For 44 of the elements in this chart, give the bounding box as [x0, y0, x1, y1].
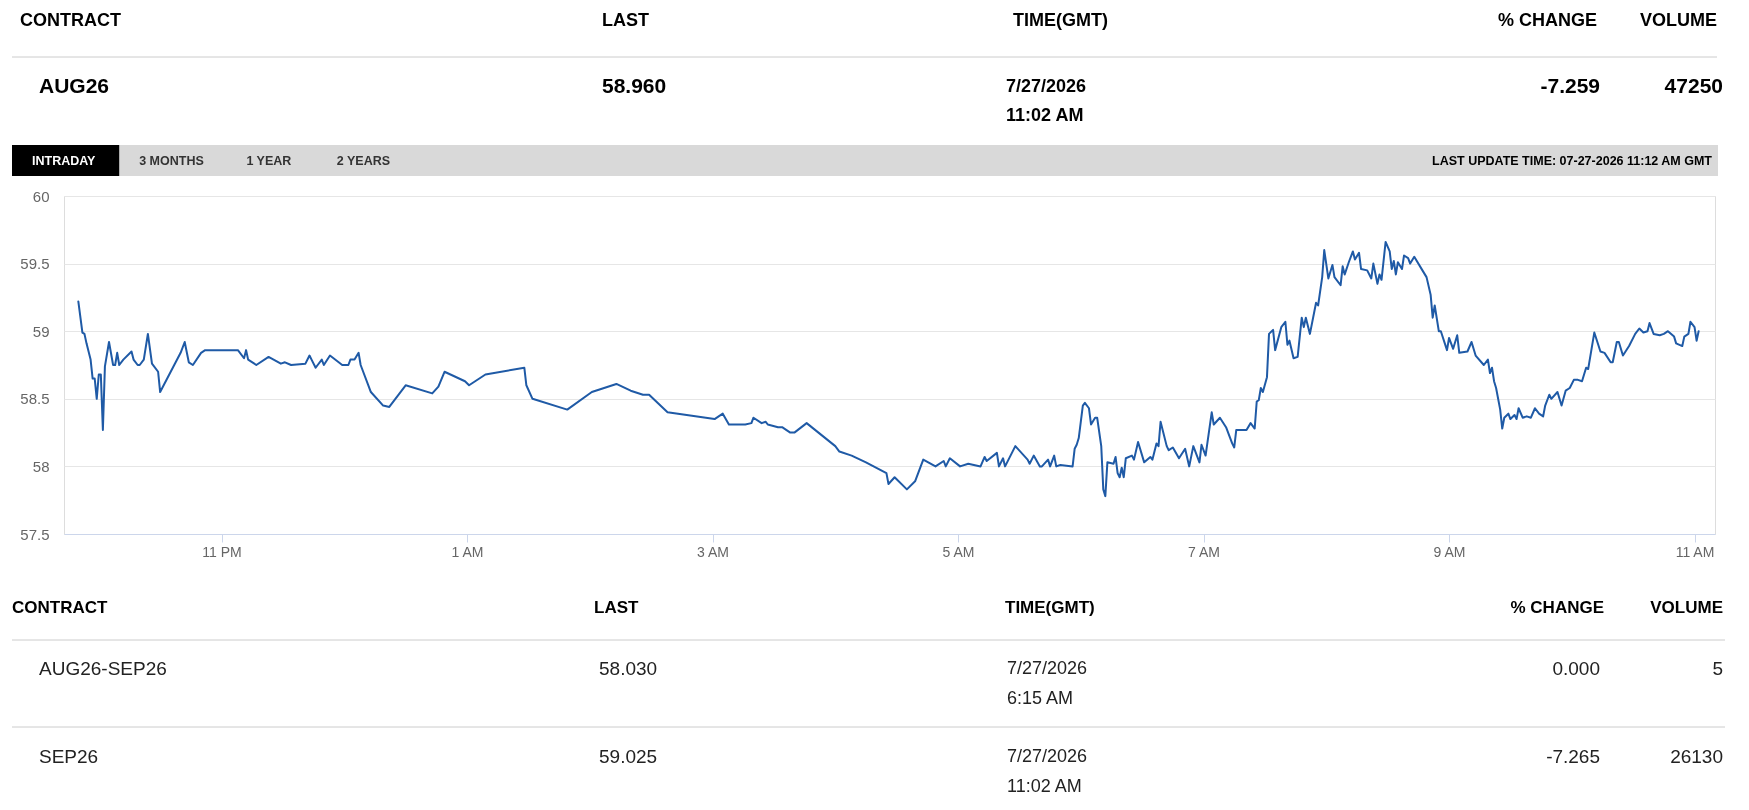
text: 26130 [1670, 746, 1723, 767]
category-label: CONTRACT [20, 10, 121, 30]
text: AUG26 [39, 74, 110, 97]
text: SEP26 [39, 746, 99, 767]
category-label: VOLUME [1639, 10, 1717, 30]
x-tick-label: 3 AM [697, 543, 729, 560]
x-tick-label: 11 PM [202, 543, 242, 560]
x-tick-label: 9 AM [1433, 543, 1466, 560]
y-tick-label: 59.5 [20, 255, 50, 273]
x-tick-label: 7 AM [1188, 543, 1220, 560]
category-label: CONTRACT [12, 598, 108, 617]
y-tick-label: 58.5 [20, 390, 50, 408]
text: 7/27/2026 11:02 AM [1006, 76, 1087, 125]
category-label: % CHANGE [1497, 10, 1597, 30]
text: INTRADAY [32, 153, 97, 168]
x-tick-label: 5 AM [942, 543, 975, 560]
text: -7.259 [1540, 74, 1600, 97]
text: 1 YEAR [246, 153, 292, 168]
y-tick-label: 57.5 [20, 525, 50, 543]
category-label: LAST [602, 10, 649, 30]
y-tick-label: 60 [32, 187, 50, 205]
text: 47250 [1664, 74, 1723, 97]
text: 58.960 [602, 74, 667, 97]
text: -7.265 [1546, 746, 1600, 767]
text: 7/27/2026 11:02 AM [1007, 746, 1088, 796]
category-label: LAST [594, 598, 639, 617]
text: 2 YEARS [336, 153, 391, 168]
line-series [77, 240, 1700, 498]
category-label: TIME(GMT) [1013, 10, 1108, 30]
x-tick-label: 1 AM [451, 543, 484, 560]
text: 0.000 [1552, 658, 1600, 679]
text: 58.030 [599, 658, 658, 679]
text: 5 [1712, 658, 1723, 679]
y-tick-label: 59 [32, 322, 50, 340]
text: LAST UPDATE TIME: 07-27-2026 11:12 AM GMT [1432, 153, 1713, 168]
text: 59.025 [599, 746, 658, 767]
text: 7/27/2026 6:15 AM [1007, 658, 1088, 708]
x-tick-label: 11 AM [1675, 543, 1715, 560]
category-label: VOLUME [1650, 598, 1723, 617]
category-label: % CHANGE [1510, 598, 1604, 617]
text: AUG26-SEP26 [39, 658, 167, 679]
y-tick-label: 58 [32, 457, 50, 475]
text: 3 MONTHS [139, 153, 204, 168]
category-label: TIME(GMT) [1005, 598, 1095, 617]
